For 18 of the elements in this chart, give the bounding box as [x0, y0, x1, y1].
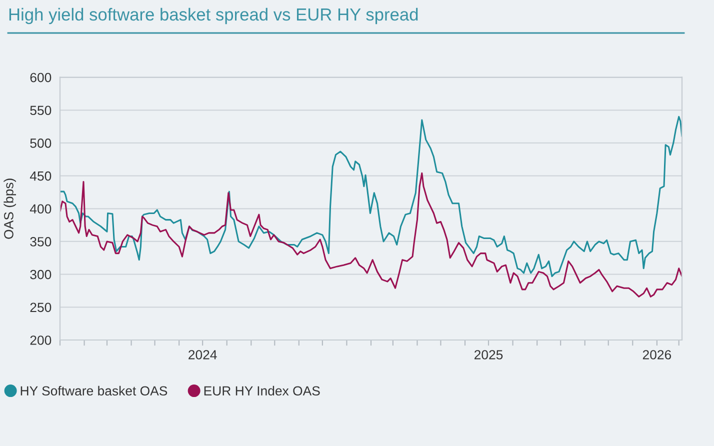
y-axis-title: OAS (bps): [4, 178, 16, 239]
legend-label: HY Software basket OAS: [20, 386, 168, 396]
y-tick-label: 450: [30, 171, 52, 181]
y-tick-label: 400: [30, 204, 52, 214]
y-tick-label: 500: [30, 138, 52, 148]
y-tick-label: 600: [30, 72, 52, 82]
chart-title: High yield software basket spread vs EUR HY spread: [9, 8, 418, 24]
y-tick-label: 300: [30, 270, 52, 280]
x-tick-label: 2026: [642, 350, 672, 360]
y-tick-label: 250: [30, 302, 52, 312]
line-series: [60, 116, 682, 278]
y-tick-label: 200: [30, 336, 52, 345]
y-tick-label: 550: [30, 106, 52, 116]
x-tick-label: 2024: [188, 350, 217, 360]
line-series: [60, 172, 682, 298]
x-tick-label: 2025: [474, 350, 503, 360]
legend-label: EUR HY Index OAS: [204, 386, 320, 396]
y-tick-label: 350: [30, 237, 52, 246]
